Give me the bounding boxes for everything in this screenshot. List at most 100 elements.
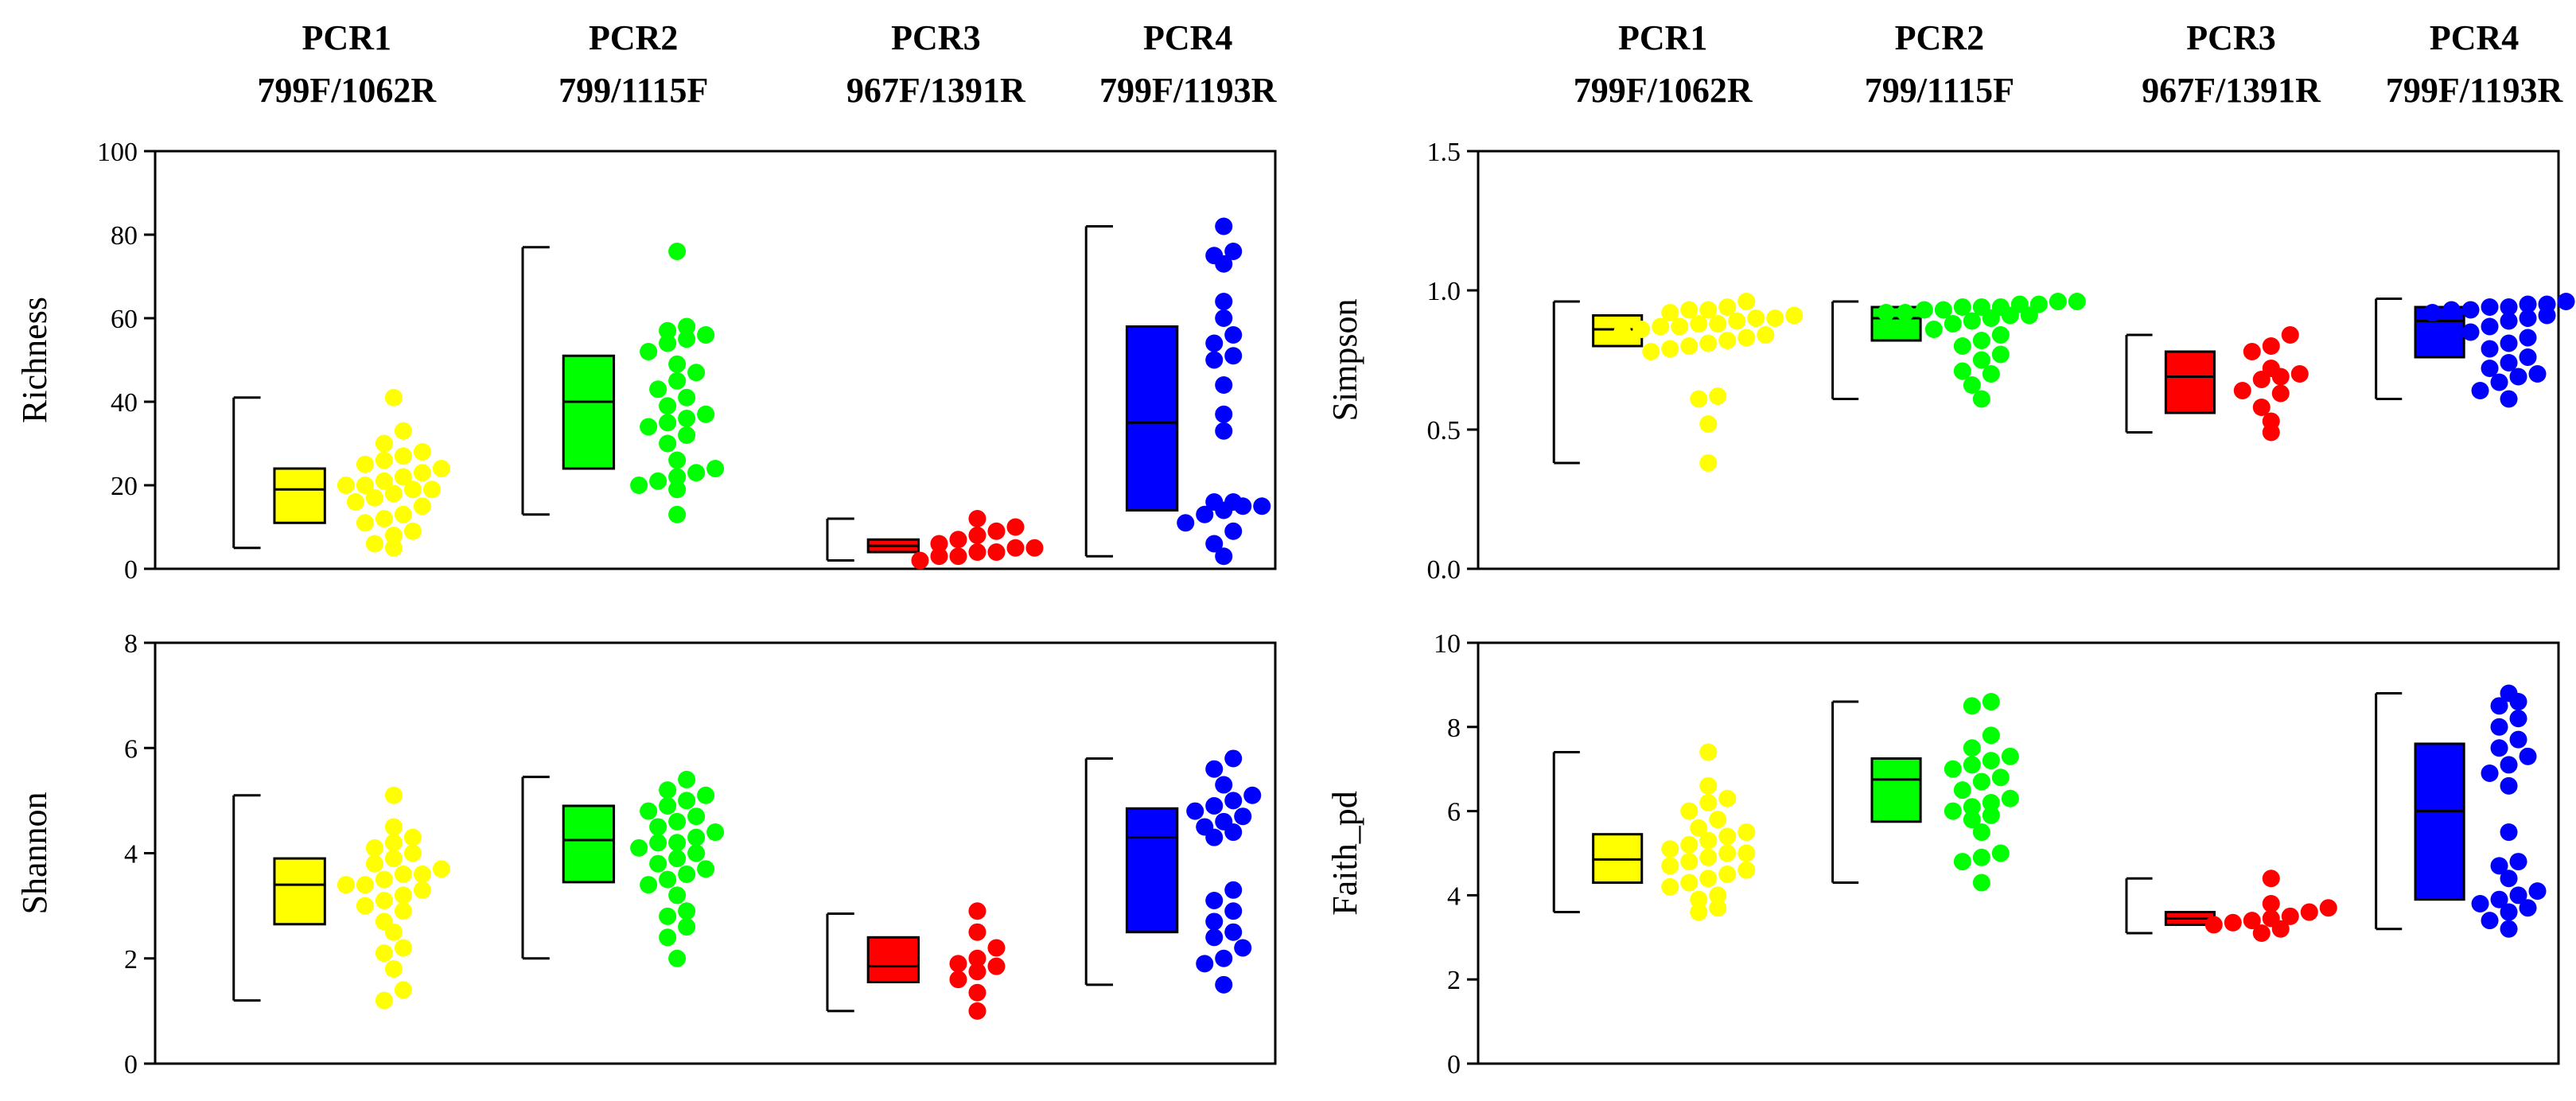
data-point (1785, 306, 1804, 325)
y-tick-label: 0 (124, 555, 138, 585)
data-point (2490, 697, 2508, 715)
plot-frame (154, 641, 1277, 1065)
data-point (1680, 873, 1699, 892)
data-point (403, 844, 422, 862)
data-point (1991, 844, 2010, 862)
data-point (930, 535, 948, 553)
data-point (2481, 360, 2499, 377)
data-point (911, 551, 929, 570)
box-iqr (1125, 325, 1179, 512)
data-point (1963, 312, 1981, 330)
data-point (949, 971, 967, 989)
data-point (668, 468, 687, 486)
data-point (1006, 518, 1025, 536)
data-point (2001, 747, 2019, 765)
data-point (1972, 823, 1990, 842)
data-point (1224, 749, 1243, 768)
data-point (687, 464, 706, 482)
data-point (1215, 217, 1233, 235)
data-point (432, 860, 450, 878)
data-point (394, 447, 412, 465)
data-point (2001, 306, 2019, 325)
data-point (2020, 306, 2038, 325)
data-point (1709, 899, 1727, 917)
data-point (2500, 903, 2518, 921)
data-point (697, 786, 715, 804)
data-point (1690, 390, 1708, 408)
data-point (365, 535, 383, 553)
data-point (375, 434, 393, 453)
data-point (1699, 743, 1718, 761)
box-iqr (2414, 742, 2465, 901)
panel-shannon: 0 2 4 6 8 Shannon (15, 629, 1277, 1080)
data-point (1253, 497, 1271, 515)
data-point (1205, 912, 1224, 931)
data-point (2271, 384, 2290, 403)
data-point (2290, 365, 2309, 383)
group-header-primers: 799F/1062R (257, 71, 437, 110)
data-point (1690, 819, 1708, 837)
data-point (2271, 368, 2290, 386)
box-iqr (273, 467, 326, 524)
data-point (968, 902, 986, 920)
data-point (1972, 848, 1990, 866)
data-point (640, 418, 658, 436)
data-point (668, 812, 687, 831)
data-point (1205, 928, 1224, 947)
data-point (2481, 317, 2499, 336)
data-point (2281, 907, 2299, 925)
data-point (949, 547, 967, 566)
data-point (1699, 794, 1718, 812)
data-point (1006, 539, 1025, 557)
data-point (1224, 923, 1243, 941)
box-iqr (1870, 757, 1922, 823)
data-point (2509, 710, 2527, 728)
data-point (2300, 903, 2318, 921)
data-point (2538, 306, 2556, 325)
data-point (1215, 949, 1233, 967)
data-point (2262, 894, 2280, 912)
data-point (384, 786, 403, 804)
data-point (1680, 853, 1699, 871)
data-point (1963, 798, 1981, 816)
data-point (1757, 326, 1775, 344)
data-point (2252, 371, 2271, 388)
plot-frame (154, 150, 1277, 570)
data-point (1953, 337, 1971, 355)
data-point (1915, 301, 1933, 319)
y-tick-label: 20 (111, 472, 138, 501)
data-point (1205, 892, 1224, 910)
data-point (2500, 390, 2518, 408)
data-point (640, 876, 658, 894)
data-point (1243, 786, 1262, 804)
data-point (2262, 423, 2280, 442)
data-point (1709, 387, 1727, 405)
data-point (1186, 802, 1204, 820)
data-point (2049, 293, 2067, 310)
data-point (1972, 772, 1990, 791)
group-header-name: PCR1 (302, 18, 391, 57)
data-point (2500, 354, 2518, 372)
data-point (2490, 857, 2508, 875)
data-point (968, 983, 986, 1002)
data-point (337, 477, 355, 494)
data-point (1680, 802, 1699, 820)
data-point (659, 321, 677, 340)
data-point (2500, 870, 2518, 888)
data-point (1728, 312, 1746, 330)
group-header-primers: 799F/1193R (2386, 71, 2564, 110)
group-header-primers: 967F/1391R (846, 71, 1026, 110)
data-point (1963, 697, 1981, 715)
data-point (365, 838, 383, 857)
plot-frame (1477, 641, 2560, 1065)
data-point (1982, 726, 2000, 745)
data-point (1953, 298, 1971, 316)
data-point (2281, 326, 2299, 344)
data-point (375, 944, 393, 963)
data-point (668, 480, 687, 499)
group-header-primers: 967F/1391R (2142, 71, 2321, 110)
data-point (2528, 882, 2547, 901)
data-point (1661, 877, 1679, 896)
data-point (678, 388, 696, 407)
